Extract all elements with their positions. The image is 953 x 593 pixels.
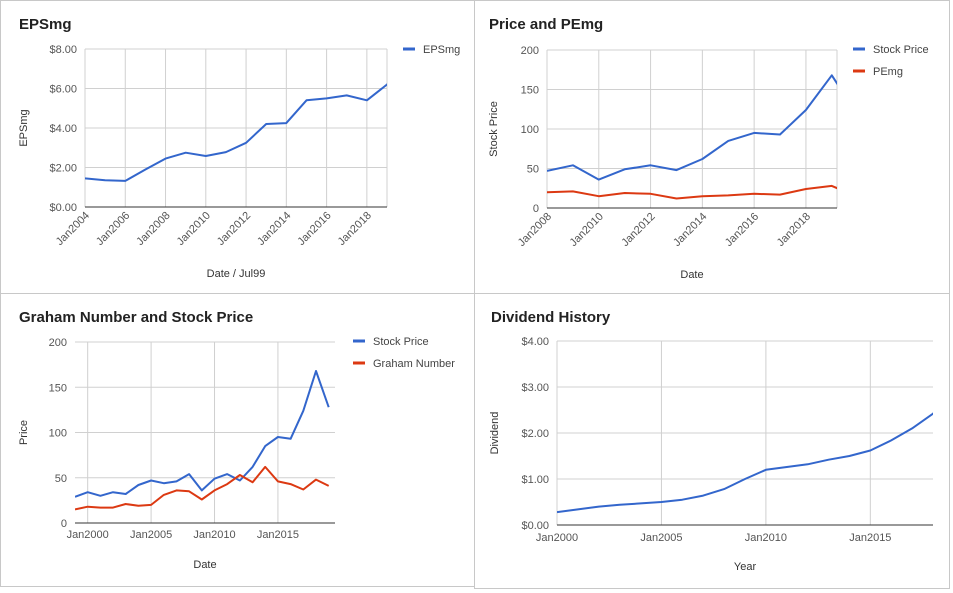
chart-price-pemg: Price and PEmg 0 50 100 150 200 Jan2008 Jan2010…: [488, 16, 929, 281]
y-tick-label: $1.00: [521, 474, 549, 486]
y-tick-label: $6.00: [49, 84, 77, 96]
y-tick-label: $3.00: [521, 382, 549, 394]
x-tick-label: Jan2018: [775, 211, 813, 249]
x-tick-label: Jan2005: [130, 529, 172, 541]
y-tick-label: 200: [521, 45, 539, 57]
y-tick-label: 150: [521, 85, 539, 97]
y-tick-label: $4.00: [49, 123, 77, 135]
y-tick-label: $2.00: [49, 163, 77, 175]
y-tick-label: 100: [521, 124, 539, 136]
legend-label: Stock Price: [873, 44, 929, 56]
x-tick-label: Jan2006: [94, 210, 132, 248]
y-tick-label: $2.00: [521, 428, 549, 440]
x-tick-label: Jan2012: [619, 211, 657, 249]
series-line: [547, 74, 837, 181]
series-line: [386, 83, 387, 85]
y-tick-label: 0: [533, 203, 539, 215]
x-tick-label: Jan2000: [67, 529, 109, 541]
y-tick-label: 50: [55, 473, 67, 485]
chart-title: Price and PEmg: [489, 16, 603, 33]
x-tick-label: Jan2010: [745, 532, 787, 544]
series-line: [85, 83, 387, 182]
chart-title: Graham Number and Stock Price: [19, 309, 253, 326]
y-tick-label: 100: [49, 428, 67, 440]
x-tick-label: Jan2014: [255, 210, 293, 248]
x-tick-label: Jan2015: [849, 532, 891, 544]
x-tick-label: Jan2000: [536, 532, 578, 544]
series-line: [547, 184, 837, 200]
y-tick-label: $0.00: [521, 520, 549, 532]
series-line: [75, 465, 330, 511]
x-axis-label: Year: [734, 561, 757, 573]
chart-panel-graham: Graham Number and Stock Price 0 50 100 150 20…: [0, 293, 475, 587]
chart-panel-epsmg: EPSmg $0.00 $2.00 $4.00 $6.00 $8.00 Jan2004 Jan…: [0, 0, 475, 294]
y-tick-label: 50: [527, 164, 539, 176]
x-tick-label: Jan2008: [516, 211, 554, 249]
y-axis-label: EPSmg: [18, 109, 30, 146]
y-tick-label: 150: [49, 382, 67, 394]
legend-label: PEmg: [873, 66, 903, 78]
x-tick-label: Jan2014: [671, 211, 709, 249]
x-tick-label: Jan2012: [215, 210, 253, 248]
x-tick-label: Jan2018: [336, 210, 374, 248]
chart-graham: Graham Number and Stock Price 0 50 100 150 20…: [18, 309, 455, 571]
x-axis-label: Date / Jul99: [207, 268, 266, 280]
x-tick-label: Jan2010: [193, 529, 235, 541]
x-tick-label: Jan2008: [134, 210, 172, 248]
y-tick-label: $0.00: [49, 202, 77, 214]
x-tick-label: Jan2004: [54, 210, 92, 248]
y-axis-label: Stock Price: [488, 101, 500, 157]
y-tick-label: $8.00: [49, 44, 77, 56]
x-tick-label: Jan2005: [640, 532, 682, 544]
x-tick-label: Jan2010: [568, 211, 606, 249]
chart-title: Dividend History: [491, 309, 611, 326]
x-tick-label: Jan2016: [295, 210, 333, 248]
y-axis-label: Dividend: [489, 412, 501, 455]
chart-panel-price-pemg: Price and PEmg 0 50 100 150 200 Jan2008 Jan2010…: [474, 0, 950, 294]
series-line: [557, 412, 933, 514]
x-tick-label: Jan2010: [175, 210, 213, 248]
y-tick-label: 0: [61, 518, 67, 530]
legend-label: Stock Price: [373, 336, 429, 348]
chart-panel-dividend: Dividend History $0.00 $1.00 $2.00 $3.00 $4.0…: [474, 293, 950, 589]
chart-title: EPSmg: [19, 16, 72, 33]
legend-label: Graham Number: [373, 358, 455, 370]
x-tick-label: Jan2016: [723, 211, 761, 249]
y-tick-label: $4.00: [521, 336, 549, 348]
y-axis-label: Price: [18, 420, 30, 445]
legend-label: EPSmg: [423, 44, 460, 56]
x-axis-label: Date: [193, 559, 216, 571]
series-line: [75, 370, 330, 498]
x-tick-label: Jan2015: [257, 529, 299, 541]
y-tick-label: 200: [49, 337, 67, 349]
chart-dividend: Dividend History $0.00 $1.00 $2.00 $3.00 $4.0…: [489, 309, 933, 573]
x-axis-label: Date: [680, 269, 703, 281]
